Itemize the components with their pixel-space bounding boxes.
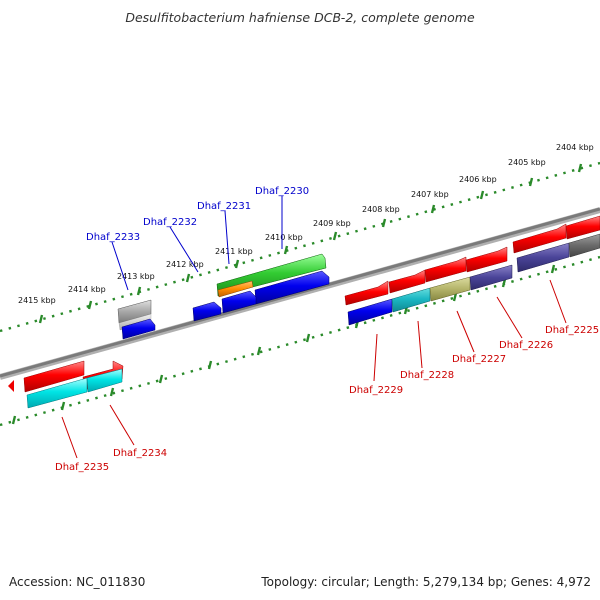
kbp-label: 2407 kbp — [411, 190, 449, 199]
gene-label: Dhaf_2229 — [349, 385, 403, 396]
kbp-label: 2410 kbp — [265, 233, 303, 242]
gene-label: Dhaf_2228 — [400, 370, 454, 381]
kbp-label: 2408 kbp — [362, 205, 400, 214]
gene-labels-blue: Dhaf_2230 Dhaf_2231 Dhaf_2232 Dhaf_2233 — [86, 186, 309, 243]
reverse-genes-upper — [117, 253, 330, 340]
gene-arrow — [26, 377, 88, 409]
gene-arrow — [391, 287, 431, 313]
gene-arrow — [568, 233, 600, 258]
gene-arrow — [565, 215, 600, 240]
kbp-label: 2411 kbp — [215, 247, 253, 256]
kbp-label: 2412 kbp — [166, 260, 204, 269]
kbp-label: 2415 kbp — [18, 296, 56, 305]
gene-arrow — [344, 280, 389, 306]
gene-label: Dhaf_2225 — [545, 325, 599, 336]
kbp-label: 2409 kbp — [313, 219, 351, 228]
topology-summary: Topology: circular; Length: 5,279,134 bp… — [260, 575, 591, 589]
genome-backbone — [0, 207, 600, 378]
gene-label: Dhaf_2231 — [197, 201, 251, 212]
kbp-label: 2405 kbp — [508, 158, 546, 167]
kbp-label: 2406 kbp — [459, 175, 497, 184]
gene-arrow — [424, 256, 467, 283]
kbp-label: 2414 kbp — [68, 285, 106, 294]
scale-labels: 2404 kbp 2405 kbp 2406 kbp 2407 kbp 2408… — [18, 143, 594, 305]
gene-arrow — [347, 298, 393, 326]
gene-label: Dhaf_2226 — [499, 340, 553, 351]
leader-lines — [61, 196, 567, 459]
kbp-label: 2404 kbp — [556, 143, 594, 152]
gene-label: Dhaf_2234 — [113, 448, 167, 459]
gene-arrow — [465, 246, 508, 273]
gene-arrow — [516, 242, 570, 273]
gene-arrow — [121, 318, 156, 340]
gene-arrow — [86, 368, 123, 393]
map-title: Desulfitobacterium hafniense DCB-2, comp… — [125, 10, 475, 25]
gene-arrow — [217, 280, 254, 298]
gene-arrow — [221, 290, 257, 314]
gene-arrow — [23, 360, 85, 393]
gene-arrow — [8, 380, 14, 392]
gene-arrow — [192, 301, 222, 322]
gene-labels-red: Dhaf_2225 Dhaf_2226 Dhaf_2227 Dhaf_2228 … — [55, 325, 599, 473]
kbp-label: 2413 kbp — [117, 272, 155, 281]
gene-label: Dhaf_2235 — [55, 462, 109, 473]
gene-arrow — [512, 223, 567, 254]
gene-arrow — [429, 276, 471, 302]
scale-ticks-upper — [38, 163, 583, 324]
gene-label: Dhaf_2233 — [86, 232, 140, 243]
gene-label: Dhaf_2227 — [452, 354, 506, 365]
gene-arrow — [469, 264, 513, 291]
gene-label: Dhaf_2232 — [143, 217, 197, 228]
gene-label: Dhaf_2230 — [255, 186, 309, 197]
accession-text: Accession: NC_011830 — [9, 575, 145, 589]
reverse-genes-lower — [26, 233, 600, 409]
gene-arrow — [388, 269, 426, 294]
